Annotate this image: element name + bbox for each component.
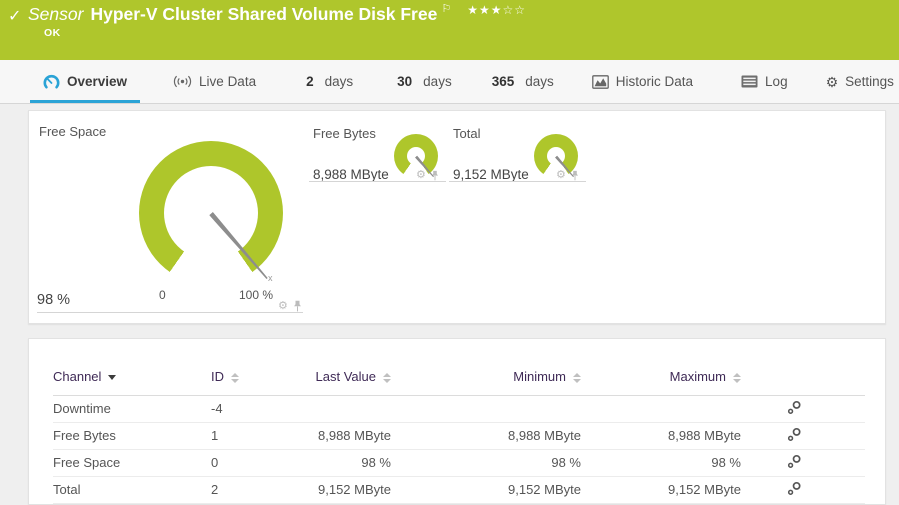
channel-maximum: 8,988 MByte [581, 422, 741, 450]
tab-historic-data[interactable]: Historic Data [579, 60, 706, 103]
gauge-min-label: 0 [159, 288, 166, 302]
channel-name[interactable]: Free Bytes [53, 422, 211, 450]
gauge-actions: ⚙ [278, 300, 302, 312]
sort-icon [573, 372, 581, 383]
channel-settings-icon[interactable] [787, 427, 802, 442]
column-header-maximum[interactable]: Maximum [581, 359, 741, 396]
channel-maximum [581, 395, 741, 423]
live-data-icon [173, 75, 192, 88]
total-gauge[interactable] [534, 134, 578, 178]
gauges-panel: Free Space 0 100 % x 98 % ⚙ Free Bytes 8… [28, 110, 886, 324]
tab-bar: Overview Live Data 2 days 30 days 365 da… [0, 60, 899, 104]
sort-icon [733, 372, 741, 383]
table-row: Downtime -4 [53, 395, 865, 423]
star-rating[interactable]: ★★★☆☆ [467, 3, 527, 17]
channel-last-value: 98 % [303, 449, 391, 477]
gauge-needle [209, 211, 269, 279]
channel-minimum [391, 395, 581, 423]
free-bytes-gauge[interactable] [394, 134, 438, 178]
column-header-id[interactable]: ID [211, 359, 303, 396]
gauge-value-total: 9,152 MByte [453, 167, 529, 182]
channel-maximum: 98 % [581, 449, 741, 477]
tab-overview[interactable]: Overview [30, 60, 140, 103]
gauge-actions: ⚙ [556, 170, 579, 181]
channel-id: 0 [211, 449, 303, 477]
channel-minimum: 8,988 MByte [391, 422, 581, 450]
log-icon [741, 75, 758, 88]
channel-minimum: 9,152 MByte [391, 476, 581, 504]
free-space-gauge[interactable] [139, 141, 283, 285]
channel-last-value [303, 395, 391, 423]
channel-settings-icon[interactable] [787, 454, 802, 469]
gauge-multiplier-label: x [268, 273, 273, 283]
channel-name[interactable]: Free Space [53, 449, 211, 477]
tab-settings[interactable]: ⚙ Settings [825, 73, 894, 90]
sensor-kind-label: Sensor [28, 4, 84, 24]
column-header-minimum[interactable]: Minimum [391, 359, 581, 396]
tab-live-data[interactable]: Live Data [160, 60, 269, 103]
channel-maximum: 9,152 MByte [581, 476, 741, 504]
channel-minimum: 98 % [391, 449, 581, 477]
gauge-value-free-bytes: 8,988 MByte [313, 167, 389, 182]
channel-id: 2 [211, 476, 303, 504]
gauge-settings-icon[interactable]: ⚙ [556, 169, 566, 181]
tab-log[interactable]: Log [728, 60, 801, 103]
gauge-title-free-space: Free Space [39, 124, 107, 139]
channels-panel: Channel ID Last Value Minimum [28, 338, 886, 505]
gauge-settings-icon[interactable]: ⚙ [278, 300, 288, 312]
channel-last-value: 9,152 MByte [303, 476, 391, 504]
table-header-row: Channel ID Last Value Minimum [53, 359, 865, 396]
gauge-underline [37, 312, 303, 313]
status-check-icon: ✓ [8, 8, 22, 25]
table-row: Total 2 9,152 MByte 9,152 MByte 9,152 MB… [53, 476, 865, 504]
status-badge: OK [44, 27, 61, 39]
gear-icon: ⚙ [825, 73, 839, 90]
gauge-title-total: Total [453, 126, 481, 141]
pin-icon[interactable] [571, 170, 579, 181]
channel-settings-icon[interactable] [787, 481, 802, 496]
channel-name[interactable]: Downtime [53, 395, 211, 423]
tab-2-days[interactable]: 2 days [306, 74, 354, 89]
channel-id: 1 [211, 422, 303, 450]
channels-table: Channel ID Last Value Minimum [53, 359, 865, 504]
page-title: Hyper-V Cluster Shared Volume Disk Free [90, 4, 438, 24]
sensor-header: ✓ Sensor Hyper-V Cluster Shared Volume D… [0, 0, 899, 60]
gauge-underline [309, 181, 446, 182]
sort-desc-icon [108, 375, 117, 381]
sort-icon [231, 372, 239, 383]
pin-icon[interactable] [293, 300, 302, 312]
channel-name[interactable]: Total [53, 476, 211, 504]
flag-icon[interactable]: ⚐ [441, 3, 452, 15]
tab-30-days[interactable]: 30 days [397, 74, 452, 89]
gauge-value-free-space: 98 % [37, 292, 71, 308]
table-row: Free Bytes 1 8,988 MByte 8,988 MByte 8,9… [53, 422, 865, 450]
gauge-max-label: 100 % [239, 288, 274, 302]
channel-last-value: 8,988 MByte [303, 422, 391, 450]
gauge-icon [43, 74, 60, 88]
table-row: Free Space 0 98 % 98 % 98 % [53, 449, 865, 477]
channel-id: -4 [211, 395, 303, 423]
gauge-underline [449, 181, 586, 182]
column-header-last-value[interactable]: Last Value [303, 359, 391, 396]
pin-icon[interactable] [431, 170, 439, 181]
area-chart-icon [591, 74, 609, 89]
sort-icon [383, 372, 391, 383]
sensor-overview-content: Free Space 0 100 % x 98 % ⚙ Free Bytes 8… [0, 104, 899, 505]
channel-settings-icon[interactable] [787, 400, 802, 415]
gauge-actions: ⚙ [416, 170, 439, 181]
column-header-channel[interactable]: Channel [53, 359, 211, 396]
gauge-title-free-bytes: Free Bytes [313, 126, 376, 141]
tab-365-days[interactable]: 365 days [491, 74, 554, 89]
gauge-settings-icon[interactable]: ⚙ [416, 169, 426, 181]
